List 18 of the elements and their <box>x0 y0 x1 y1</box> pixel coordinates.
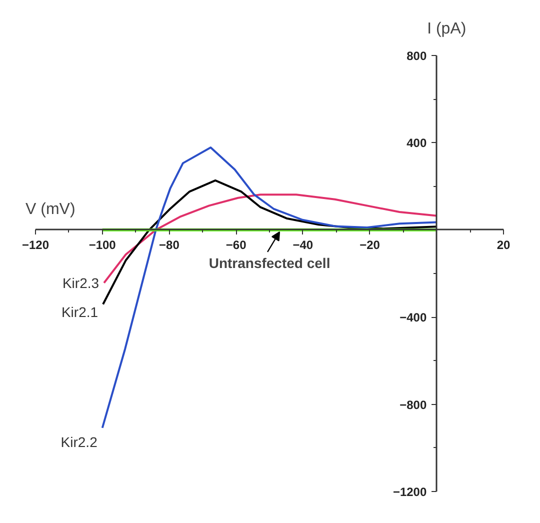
x-axis-title: V (mV) <box>26 200 76 218</box>
x-tick-label: −60 <box>226 238 247 252</box>
x-tick-label: 20 <box>496 238 510 252</box>
y-axis-title: I (pA) <box>427 20 466 38</box>
y-tick-label: 800 <box>406 49 427 63</box>
x-tick-label: −80 <box>159 238 180 252</box>
series-label: Kir2.2 <box>60 434 98 450</box>
series-label: Kir2.3 <box>62 274 100 291</box>
x-tick-label: −40 <box>292 238 314 252</box>
y-tick-label: 400 <box>406 136 427 150</box>
annotation: Untransfected cell <box>208 254 330 271</box>
y-tick-label: −400 <box>400 310 427 325</box>
y-tick-label: −1200 <box>392 485 427 499</box>
series-label: Kir2.1 <box>61 304 98 320</box>
y-tick-label: −800 <box>400 398 427 412</box>
x-tick-label: −120 <box>22 238 50 252</box>
x-tick-label: −20 <box>360 238 380 252</box>
x-tick-label: −100 <box>88 238 116 252</box>
